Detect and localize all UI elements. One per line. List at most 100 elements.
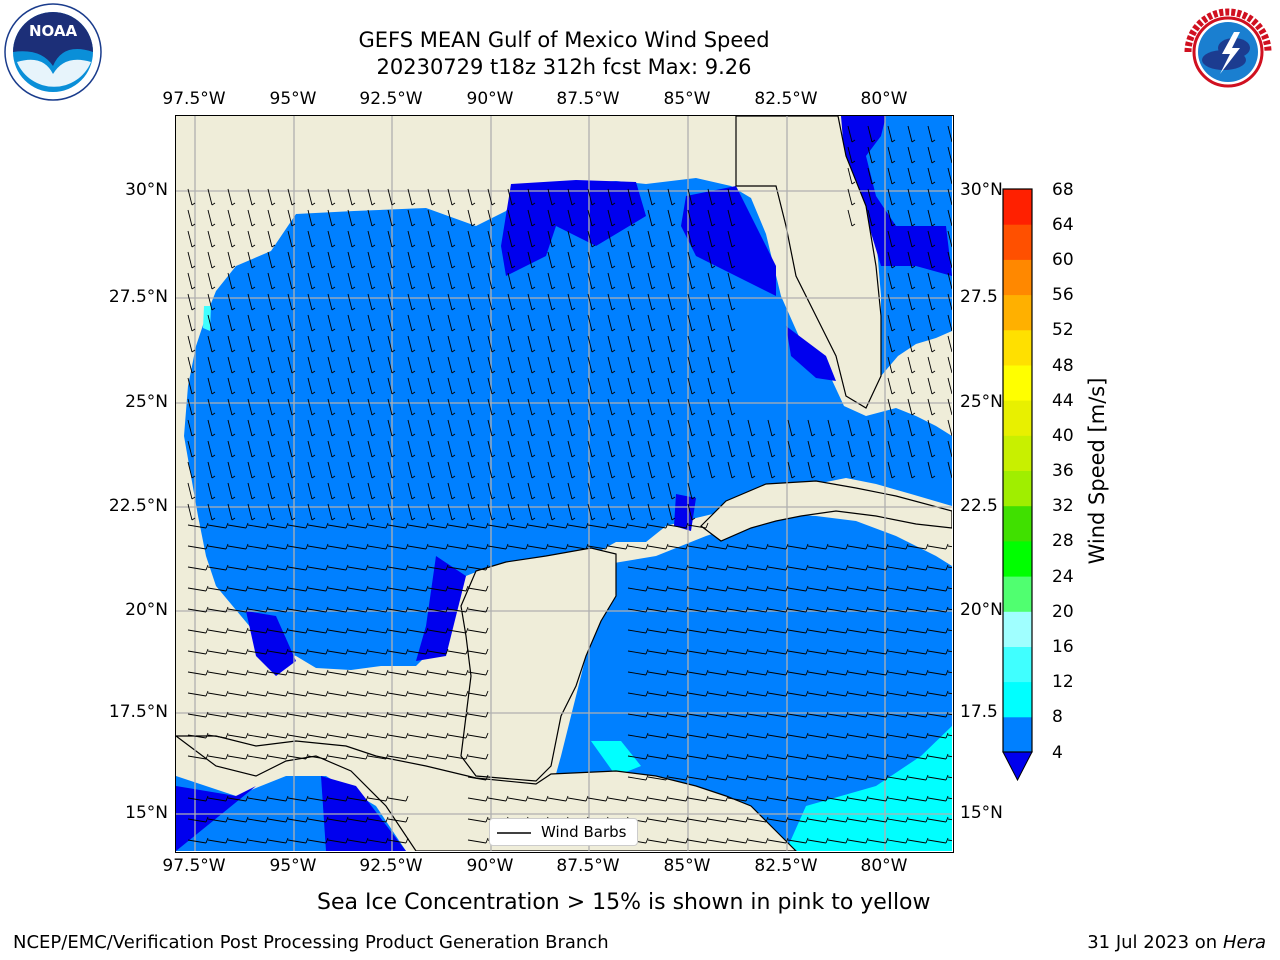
wind-barb [187,755,207,760]
wind-barb-flag [691,412,696,416]
wind-barb-flag [265,606,269,613]
wind-barb-flag [351,349,356,353]
wind-barb [407,461,413,479]
wind-barb [667,356,673,374]
wind-barb [907,146,913,164]
wind-barb-flag [905,732,909,739]
wind-barb [667,314,673,332]
wind-barb-flag [345,816,349,823]
wind-barb [787,587,807,592]
wind-barb [367,608,387,613]
wind-barb [547,356,553,374]
wind-barb-flag [211,286,216,290]
wind-barb-flag [491,265,496,269]
wind-barb [687,503,693,521]
colorbar-tick: 28 [1052,531,1074,551]
wind-barb-flag [365,585,369,592]
wind-barb [427,440,433,458]
wind-barb-flag [905,711,909,718]
wind-barb [687,587,707,592]
wind-barb-flag [411,370,416,374]
wind-barb-flag [885,732,889,739]
wind-barb-flag [925,816,929,823]
wind-barb-flag [345,732,349,739]
lon-label-top: 80°W [860,89,908,109]
wind-barb [327,188,333,206]
wind-barb [387,230,393,248]
wind-barb [227,587,247,592]
wind-barb [907,818,927,823]
wind-barb-flag [265,543,269,550]
wind-barb [867,188,873,206]
wind-barb [307,650,327,655]
wind-barb-flag [625,795,629,802]
wind-barb [427,293,433,311]
wind-barb [887,419,893,437]
wind-barb-flag [611,265,616,269]
wind-barb-flag [351,496,356,500]
wind-barb-flag [505,522,509,529]
wind-barb-flag [931,286,936,290]
wind-barb [327,524,347,529]
wind-barb [227,461,233,479]
wind-barb [607,188,613,206]
wind-barb [307,482,313,500]
wind-barb [347,629,367,634]
wind-barb-flag [931,181,936,185]
wind-barb [307,461,313,479]
wind-barb [907,167,913,185]
wind-barb-flag [265,585,269,592]
wind-barb [227,356,233,374]
low-wind-patch [416,556,466,661]
wind-barb [367,356,373,374]
wind-barb [847,419,853,437]
wind-barb-flag [271,454,276,458]
wind-barb-flag [831,475,836,479]
wind-barb-flag [505,543,509,550]
wind-barb-flag [931,349,936,353]
wind-barb [807,713,827,718]
wind-barb [887,335,893,353]
wind-barb-flag [665,669,669,676]
colorbar-underflow-arrow [1002,751,1033,782]
wind-barb [427,713,447,718]
wind-barb [907,629,927,634]
wind-barb [767,545,787,550]
wind-barb [267,692,287,697]
wind-barb [307,587,327,592]
wind-barb-flag [345,522,349,529]
wind-barb [287,209,293,227]
wind-barb [767,419,773,437]
wind-barb [387,377,393,395]
wind-barb [347,188,353,206]
wind-barb [447,419,453,437]
colorbar-tick: 16 [1052,637,1074,657]
wind-barb [647,356,653,374]
footer-branch: NCEP/EMC/Verification Post Processing Pr… [13,932,609,953]
wind-barb-flag [931,412,936,416]
wind-barb [827,713,847,718]
wind-barb [467,482,473,500]
wind-barb [387,209,393,227]
wind-barb [327,692,347,697]
wind-barb [887,566,907,571]
wind-barb-flag [851,160,856,164]
wind-barb-flag [231,202,236,206]
wind-barb-flag [305,795,309,802]
wind-barb-flag [651,391,656,395]
wind-barb-flag [785,690,789,697]
wind-barb-flag [725,711,729,718]
wind-barb-flag [411,517,416,521]
wind-barb [687,608,707,613]
wind-barb [547,272,553,290]
wind-barb-flag [271,517,276,521]
wind-barb-flag [391,349,396,353]
wind-barb [647,818,667,823]
wind-barb [447,545,467,550]
wind-barb [787,692,807,697]
wind-barb-flag [191,412,196,416]
wind-barb-flag [891,244,896,248]
legend-label: Wind Barbs [541,823,627,841]
wind-barb [927,608,947,613]
wind-barb [647,482,653,500]
